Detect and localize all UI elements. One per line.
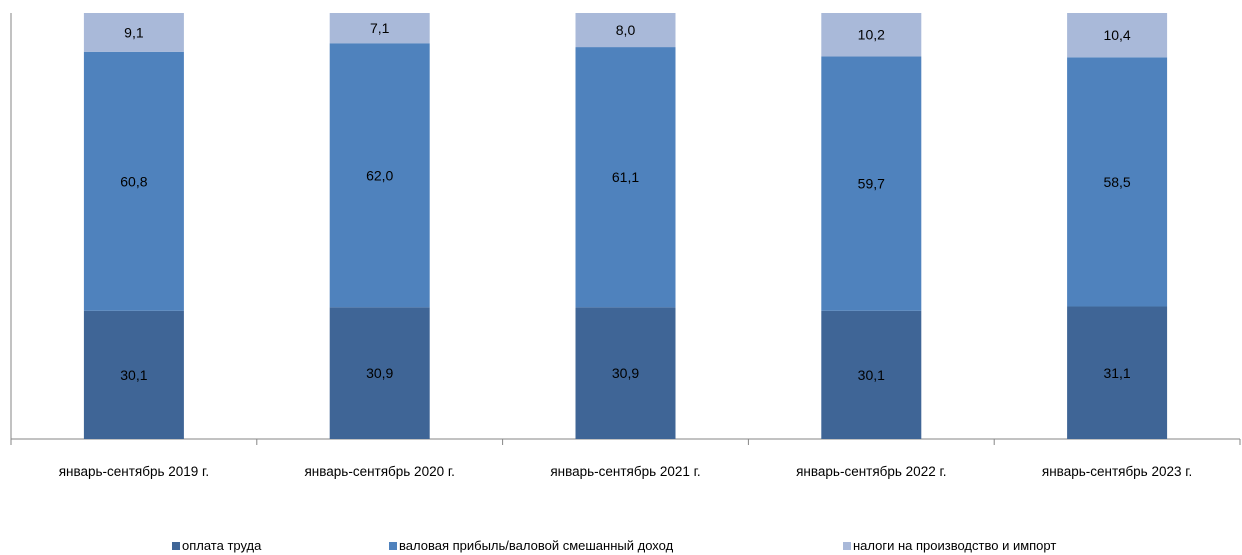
category-label: январь-сентябрь 2019 г. — [59, 464, 209, 479]
legend: оплата труда валовая прибыль/валовой смеш… — [172, 538, 1056, 553]
bar-segment — [575, 307, 676, 439]
legend-label: налоги на производство и импорт — [853, 538, 1056, 553]
bar-segment — [1067, 57, 1168, 307]
data-label: 61,1 — [612, 169, 639, 185]
data-label: 10,4 — [1103, 27, 1130, 43]
legend-label: оплата труда — [182, 538, 262, 553]
bar-segment — [575, 47, 676, 308]
bar-segment — [821, 13, 922, 57]
data-labels: 30,1 60,8 9,1 30,9 62,0 7,1 30,9 61,1 8,0 30,1 59,… — [120, 20, 1131, 383]
bar-segment — [1067, 306, 1168, 439]
bar-segment — [83, 51, 184, 311]
bar-segment — [1067, 13, 1168, 58]
bar-segment — [329, 13, 430, 44]
bar-segment — [329, 43, 430, 308]
data-label: 59,7 — [858, 176, 885, 192]
data-label: 60,8 — [120, 173, 147, 189]
bar-segment — [821, 56, 922, 311]
bars — [83, 13, 1168, 439]
data-label: 30,9 — [612, 365, 639, 381]
legend-label: валовая прибыль/валовой смешанный доход — [399, 538, 674, 553]
legend-swatch — [172, 542, 180, 550]
category-labels: январь-сентябрь 2019 г. январь-сентябрь 2… — [59, 464, 1193, 479]
data-label: 10,2 — [858, 27, 885, 43]
data-label: 62,0 — [366, 167, 393, 183]
data-label: 8,0 — [616, 22, 636, 38]
bar-segment — [83, 310, 184, 439]
category-label: январь-сентябрь 2023 г. — [1042, 464, 1192, 479]
bar-segment — [575, 13, 676, 48]
category-label: январь-сентябрь 2022 г. — [796, 464, 946, 479]
bar-segment — [83, 13, 184, 52]
bar-segment — [329, 307, 430, 439]
data-label: 30,1 — [120, 367, 147, 383]
data-label: 31,1 — [1103, 365, 1130, 381]
data-label: 30,1 — [858, 367, 885, 383]
legend-swatch — [389, 542, 397, 550]
category-label: январь-сентябрь 2021 г. — [550, 464, 700, 479]
data-label: 9,1 — [124, 24, 144, 40]
data-label: 30,9 — [366, 365, 393, 381]
legend-swatch — [843, 542, 851, 550]
data-label: 58,5 — [1103, 174, 1130, 190]
category-label: январь-сентябрь 2020 г. — [305, 464, 455, 479]
data-label: 7,1 — [370, 20, 390, 36]
bar-segment — [821, 310, 922, 439]
